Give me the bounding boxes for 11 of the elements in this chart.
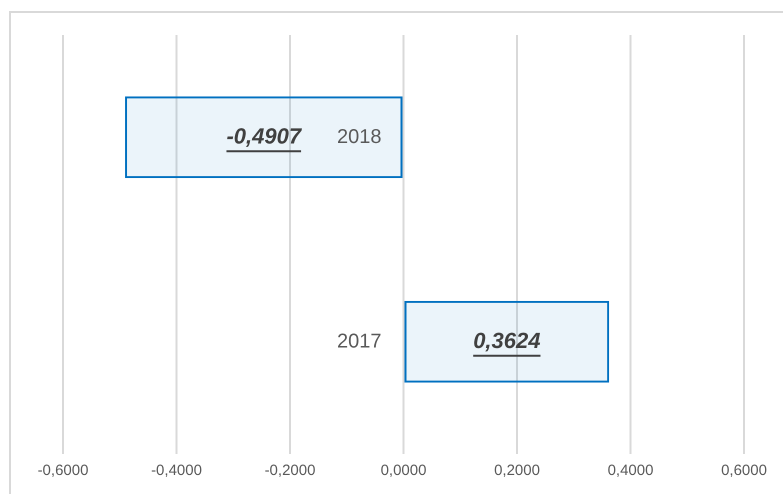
y-tick-label: 2018 xyxy=(337,126,382,148)
x-tick-label: -0,6000 xyxy=(38,462,88,480)
x-tick-label: -0,4000 xyxy=(151,462,202,480)
data-label: -0,4907 xyxy=(226,123,303,148)
x-tick-label: 0,4000 xyxy=(608,462,654,480)
x-tick-label: 0,2000 xyxy=(494,462,540,480)
x-tick-label: 0,6000 xyxy=(721,462,767,480)
x-tick-label: -0,2000 xyxy=(264,462,316,480)
x-tick-label: 0,0000 xyxy=(380,462,426,480)
y-tick-label: 2017 xyxy=(337,330,382,352)
data-label: 0,3624 xyxy=(473,328,540,353)
